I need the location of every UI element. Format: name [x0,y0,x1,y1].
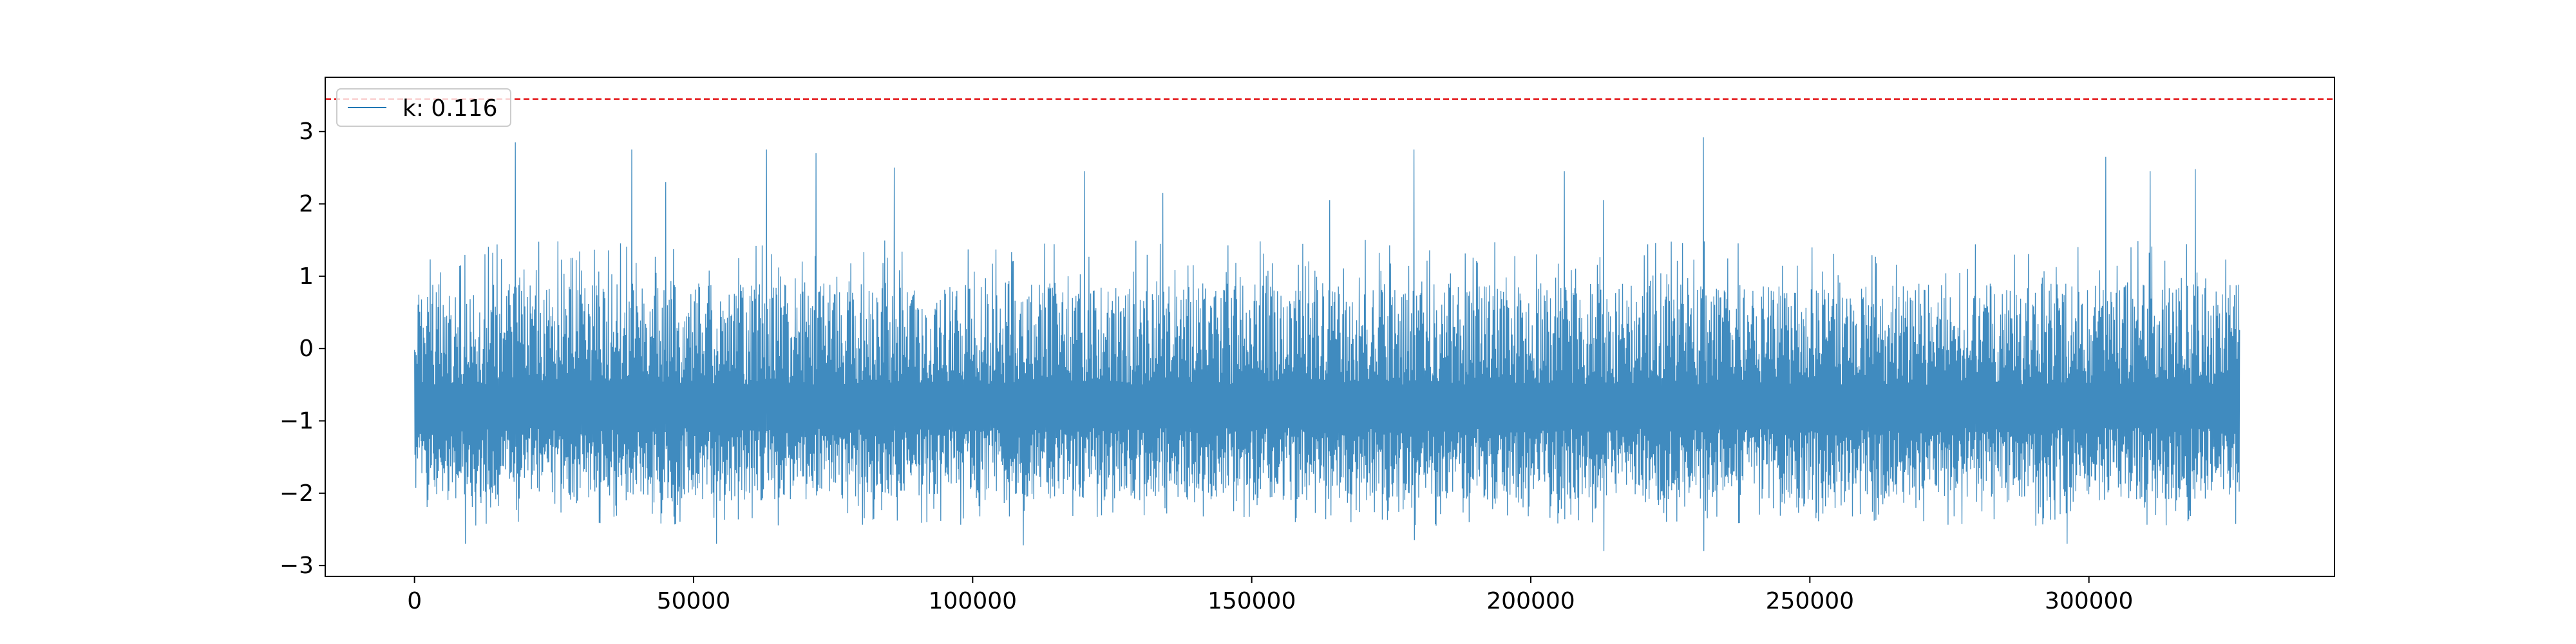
x-axis-ticks: 0 50000 100000 150000 200000 250000 300000 [407,576,2133,614]
y-tick-label: 3 [299,118,314,145]
y-tick-label: 0 [299,336,314,362]
series-layer [414,137,2240,551]
x-tick-label: 150000 [1208,588,1296,614]
y-tick-label: −2 [279,480,314,507]
x-tick-label: 50000 [657,588,731,614]
legend-label: k: 0.116 [402,95,497,122]
x-tick-label: 250000 [1766,588,1854,614]
x-tick-label: 100000 [929,588,1017,614]
series-line [414,137,2240,551]
legend-box [336,88,511,127]
x-tick-label: 300000 [2045,588,2133,614]
axes-frame [325,77,2335,577]
x-tick-label: 0 [407,588,422,614]
y-tick-label: −3 [279,553,314,579]
y-tick-label: 1 [299,263,314,290]
legend: k: 0.116 [336,88,511,127]
x-tick-label: 200000 [1486,588,1575,614]
y-tick-label: 2 [299,191,314,218]
y-tick-label: −1 [279,408,314,435]
y-axis-ticks: −3 −2 −1 0 1 2 3 [279,118,325,579]
